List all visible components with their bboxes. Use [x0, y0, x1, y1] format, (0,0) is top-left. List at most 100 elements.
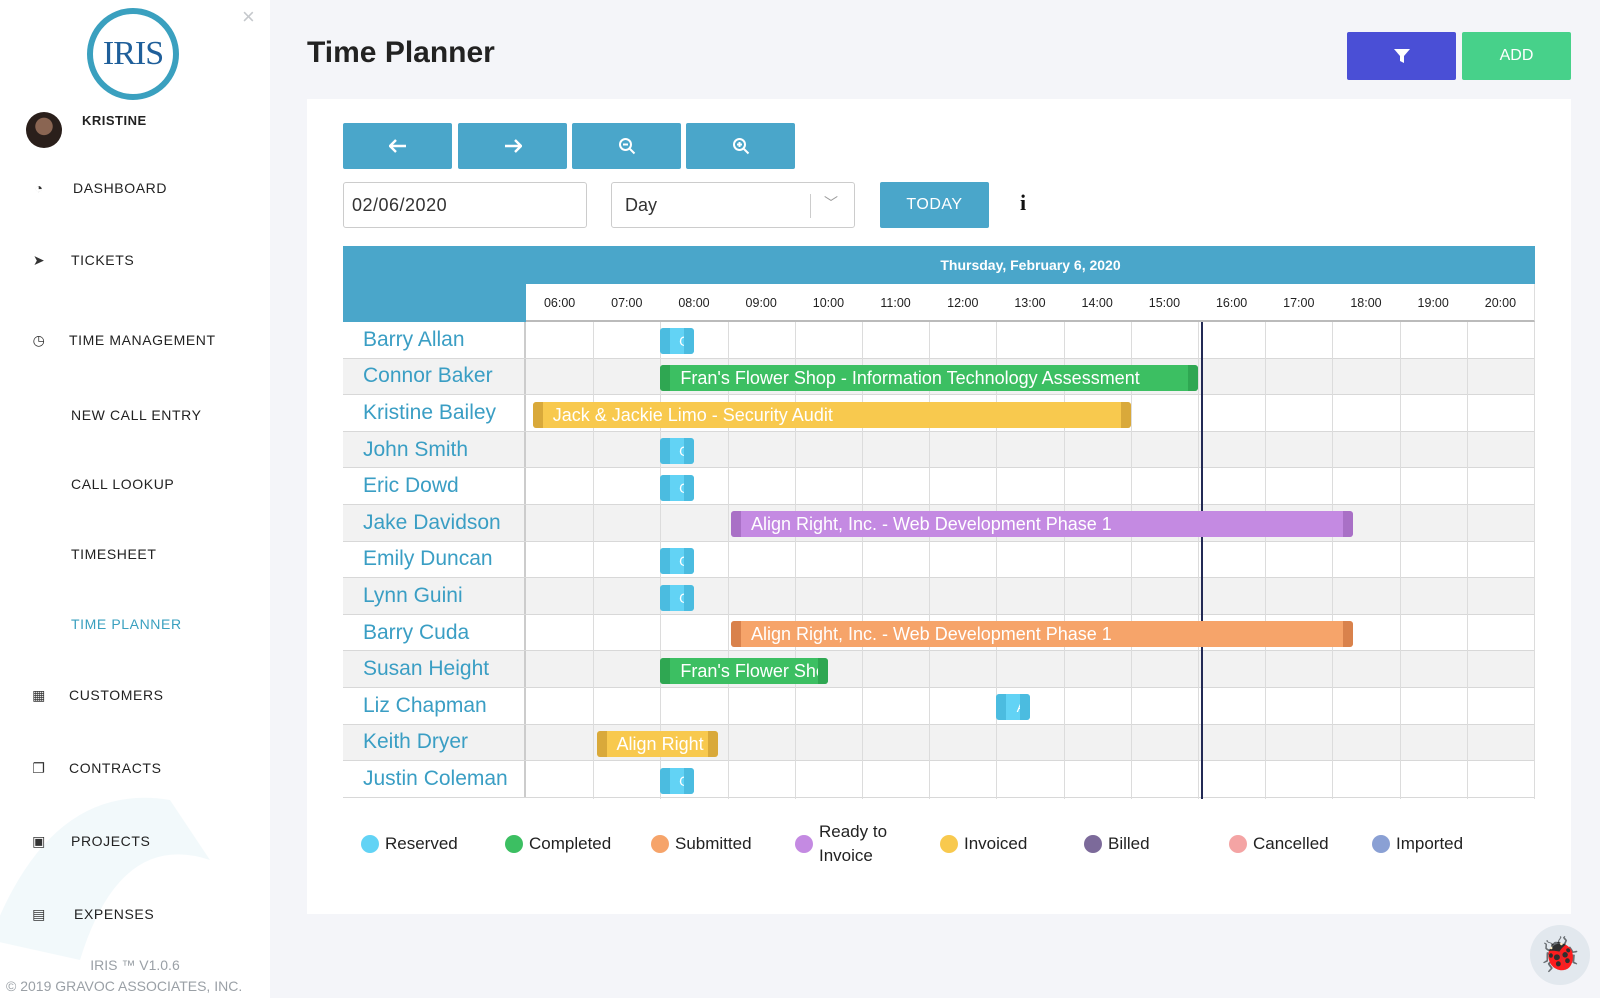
- hour-grid-line: [1399, 322, 1401, 799]
- previous-button[interactable]: [343, 123, 452, 169]
- event-resize-handle[interactable]: [660, 328, 671, 355]
- event-bar[interactable]: G: [660, 767, 694, 794]
- event-resize-handle[interactable]: [683, 547, 694, 574]
- event-bar[interactable]: Fran's Flower Sho-: [660, 657, 829, 684]
- info-icon[interactable]: i: [1020, 190, 1027, 215]
- event-resize-handle[interactable]: [996, 694, 1007, 721]
- filter-button[interactable]: [1347, 32, 1456, 80]
- event-label: Fran's Flower Sho-: [680, 660, 829, 681]
- event-label: Align Right In-: [616, 733, 718, 754]
- current-time-indicator: [1201, 322, 1204, 799]
- zoom-in-button[interactable]: [686, 123, 795, 169]
- event-resize-handle[interactable]: [660, 584, 671, 611]
- event-bar[interactable]: G: [660, 584, 694, 611]
- event-resize-handle[interactable]: [707, 730, 718, 757]
- date-input[interactable]: [343, 182, 587, 228]
- event-bar[interactable]: Jack & Jackie Limo - Security Audit: [532, 401, 1131, 428]
- sidebar-item-expenses[interactable]: ▤ EXPENSES: [0, 899, 270, 929]
- event-resize-handle[interactable]: [660, 657, 671, 684]
- sidebar-item-label: CUSTOMERS: [69, 687, 164, 703]
- event-resize-handle[interactable]: [683, 767, 694, 794]
- today-button[interactable]: TODAY: [880, 182, 989, 228]
- resource-name[interactable]: Connor Baker: [343, 358, 526, 395]
- sidebar-item-timesheet[interactable]: TIMESHEET: [0, 539, 270, 569]
- hour-label: 20:00: [1484, 296, 1517, 310]
- event-label: Align Right, Inc. - Web Development Phas…: [750, 514, 1112, 535]
- sidebar-item-contracts[interactable]: ❐ CONTRACTS: [0, 753, 270, 783]
- hour-grid-line: [1534, 322, 1535, 799]
- resource-row: John Smith: [343, 431, 1535, 469]
- event-bar[interactable]: G: [660, 328, 694, 355]
- event-bar[interactable]: G: [660, 547, 694, 574]
- resource-name[interactable]: Justin Coleman: [343, 761, 526, 797]
- legend-label: Reserved: [385, 834, 458, 853]
- resource-name[interactable]: Emily Duncan: [343, 541, 526, 578]
- sidebar-item-label: PROJECTS: [71, 833, 151, 849]
- event-bar[interactable]: G: [660, 438, 694, 465]
- sidebar-item-time-management[interactable]: ◷ TIME MANAGEMENT: [0, 325, 270, 355]
- event-bar[interactable]: Fran's Flower Shop - Information Technol…: [660, 364, 1198, 391]
- sidebar-item-label: CALL LOOKUP: [71, 476, 175, 492]
- event-resize-handle[interactable]: [1342, 511, 1353, 538]
- sidebar-item-call-lookup[interactable]: CALL LOOKUP: [0, 469, 270, 499]
- resource-name[interactable]: Barry Cuda: [343, 614, 526, 651]
- event-resize-handle[interactable]: [660, 474, 671, 501]
- event-bar[interactable]: Align Right, Inc. - Web Development Phas…: [730, 621, 1353, 648]
- event-resize-handle[interactable]: [660, 438, 671, 465]
- resource-name[interactable]: Jake Davidson: [343, 505, 526, 541]
- event-resize-handle[interactable]: [1342, 621, 1353, 648]
- event-resize-handle[interactable]: [730, 511, 741, 538]
- next-button[interactable]: [458, 123, 567, 169]
- dashboard-icon: ◔: [34, 180, 44, 196]
- user-profile[interactable]: [26, 112, 62, 148]
- event-resize-handle[interactable]: [818, 657, 829, 684]
- event-resize-handle[interactable]: [1187, 364, 1198, 391]
- sidebar-item-new-call-entry[interactable]: NEW CALL ENTRY: [0, 400, 270, 430]
- resource-name[interactable]: Susan Height: [343, 651, 526, 687]
- close-sidebar-icon[interactable]: ×: [242, 4, 255, 29]
- event-resize-handle[interactable]: [683, 474, 694, 501]
- event-resize-handle[interactable]: [683, 438, 694, 465]
- resource-row: Kristine Bailey: [343, 395, 1535, 432]
- resource-name[interactable]: Lynn Guini: [343, 578, 526, 614]
- event-resize-handle[interactable]: [730, 621, 741, 648]
- hour-label: 09:00: [745, 296, 777, 310]
- hour-label: 12:00: [947, 296, 979, 310]
- resource-name[interactable]: Liz Chapman: [343, 688, 526, 724]
- resource-row: Liz Chapman: [343, 688, 1535, 725]
- legend-color-dot: [505, 835, 523, 853]
- event-bar[interactable]: A: [996, 694, 1030, 721]
- event-resize-handle[interactable]: [596, 730, 607, 757]
- resource-name[interactable]: Kristine Bailey: [343, 395, 526, 431]
- legend-item: Completed: [505, 832, 611, 856]
- sidebar-item-customers[interactable]: ▦ CUSTOMERS: [0, 680, 270, 710]
- event-resize-handle[interactable]: [1120, 401, 1131, 428]
- event-label: Align Right, Inc. - Web Development Phas…: [750, 624, 1112, 645]
- event-resize-handle[interactable]: [532, 401, 543, 428]
- hour-grid-line: [1198, 322, 1199, 799]
- event-resize-handle[interactable]: [660, 767, 671, 794]
- event-bar[interactable]: Align Right In-: [596, 730, 718, 757]
- resource-name[interactable]: Barry Allan: [343, 322, 526, 358]
- event-resize-handle[interactable]: [660, 364, 671, 391]
- resource-name[interactable]: Eric Dowd: [343, 468, 526, 504]
- event-bar[interactable]: G: [660, 474, 694, 501]
- sidebar-item-time-planner[interactable]: TIME PLANNER: [0, 609, 270, 639]
- event-resize-handle[interactable]: [1019, 694, 1030, 721]
- legend-item: Submitted: [651, 832, 752, 856]
- add-button[interactable]: ADD: [1462, 32, 1571, 80]
- resource-name[interactable]: Keith Dryer: [343, 724, 526, 761]
- view-select[interactable]: Day ﹀: [611, 182, 855, 228]
- sidebar-item-dashboard[interactable]: ◔ DASHBOARD: [0, 173, 270, 203]
- event-resize-handle[interactable]: [660, 547, 671, 574]
- filter-icon: [1393, 49, 1410, 63]
- bug-report-icon[interactable]: 🐞: [1530, 925, 1590, 985]
- zoom-out-button[interactable]: [572, 123, 681, 169]
- sidebar-item-tickets[interactable]: ➤ TICKETS: [0, 245, 270, 275]
- sidebar-item-projects[interactable]: ▣ PROJECTS: [0, 826, 270, 856]
- event-bar[interactable]: Align Right, Inc. - Web Development Phas…: [730, 511, 1353, 538]
- resource-name[interactable]: John Smith: [343, 431, 526, 468]
- hour-label: 06:00: [543, 296, 576, 310]
- event-resize-handle[interactable]: [683, 584, 694, 611]
- event-resize-handle[interactable]: [683, 328, 694, 355]
